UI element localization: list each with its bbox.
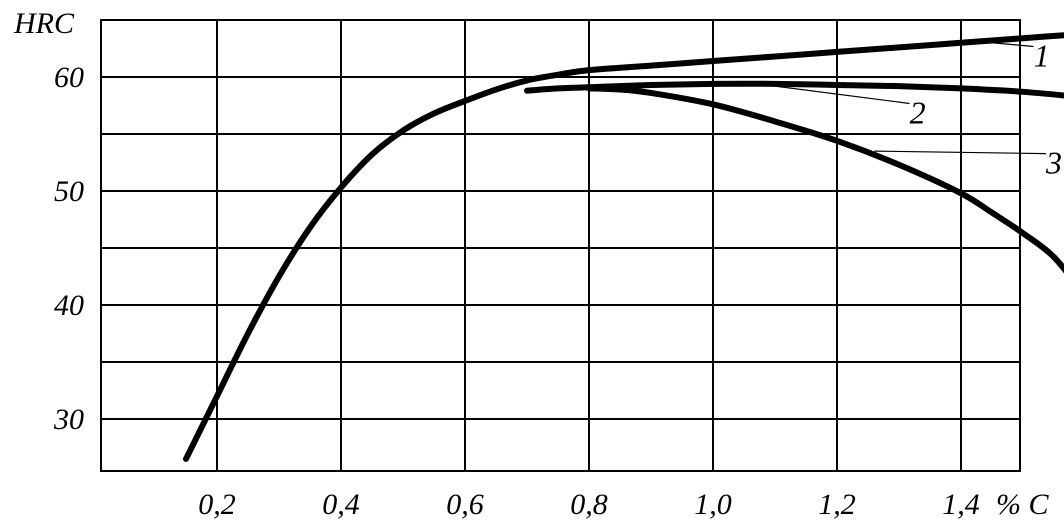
x-tick-labels: 0,2 0,4 0,6 0,8 1,0 1,2 1,4 [198,488,980,521]
x-tick-label: 0,8 [570,488,608,521]
series-line-1 [183,32,1064,462]
plot-frame [100,19,1021,472]
x-axis-label: % C [996,488,1049,521]
x-tick-label: 0,4 [322,488,360,521]
curve-label-2: 2 [910,94,926,130]
y-tick-label: 50 [54,175,84,208]
x-tick-label: 1,2 [818,488,856,521]
curve-labels: 1 2 3 [910,37,1062,180]
curve-label-3: 3 [1045,145,1062,181]
x-tick-label: 0,2 [198,488,236,521]
curve-label-1: 1 [1034,37,1050,73]
y-axis-label: HRC [13,7,75,40]
curve-label-leader [774,85,910,105]
series-lines [183,32,1064,462]
y-tick-label: 40 [54,289,84,322]
y-tick-labels: 30 40 50 60 [53,61,84,436]
y-tick-label: 30 [53,403,84,436]
x-tick-label: 0,6 [446,488,484,521]
y-tick-label: 60 [54,61,84,94]
series-line-3 [586,85,1064,274]
x-tick-label: 1,4 [942,488,980,521]
x-tick-label: 1,0 [694,488,732,521]
series-line-2 [524,80,1064,99]
curve-label-leader [874,150,1047,155]
